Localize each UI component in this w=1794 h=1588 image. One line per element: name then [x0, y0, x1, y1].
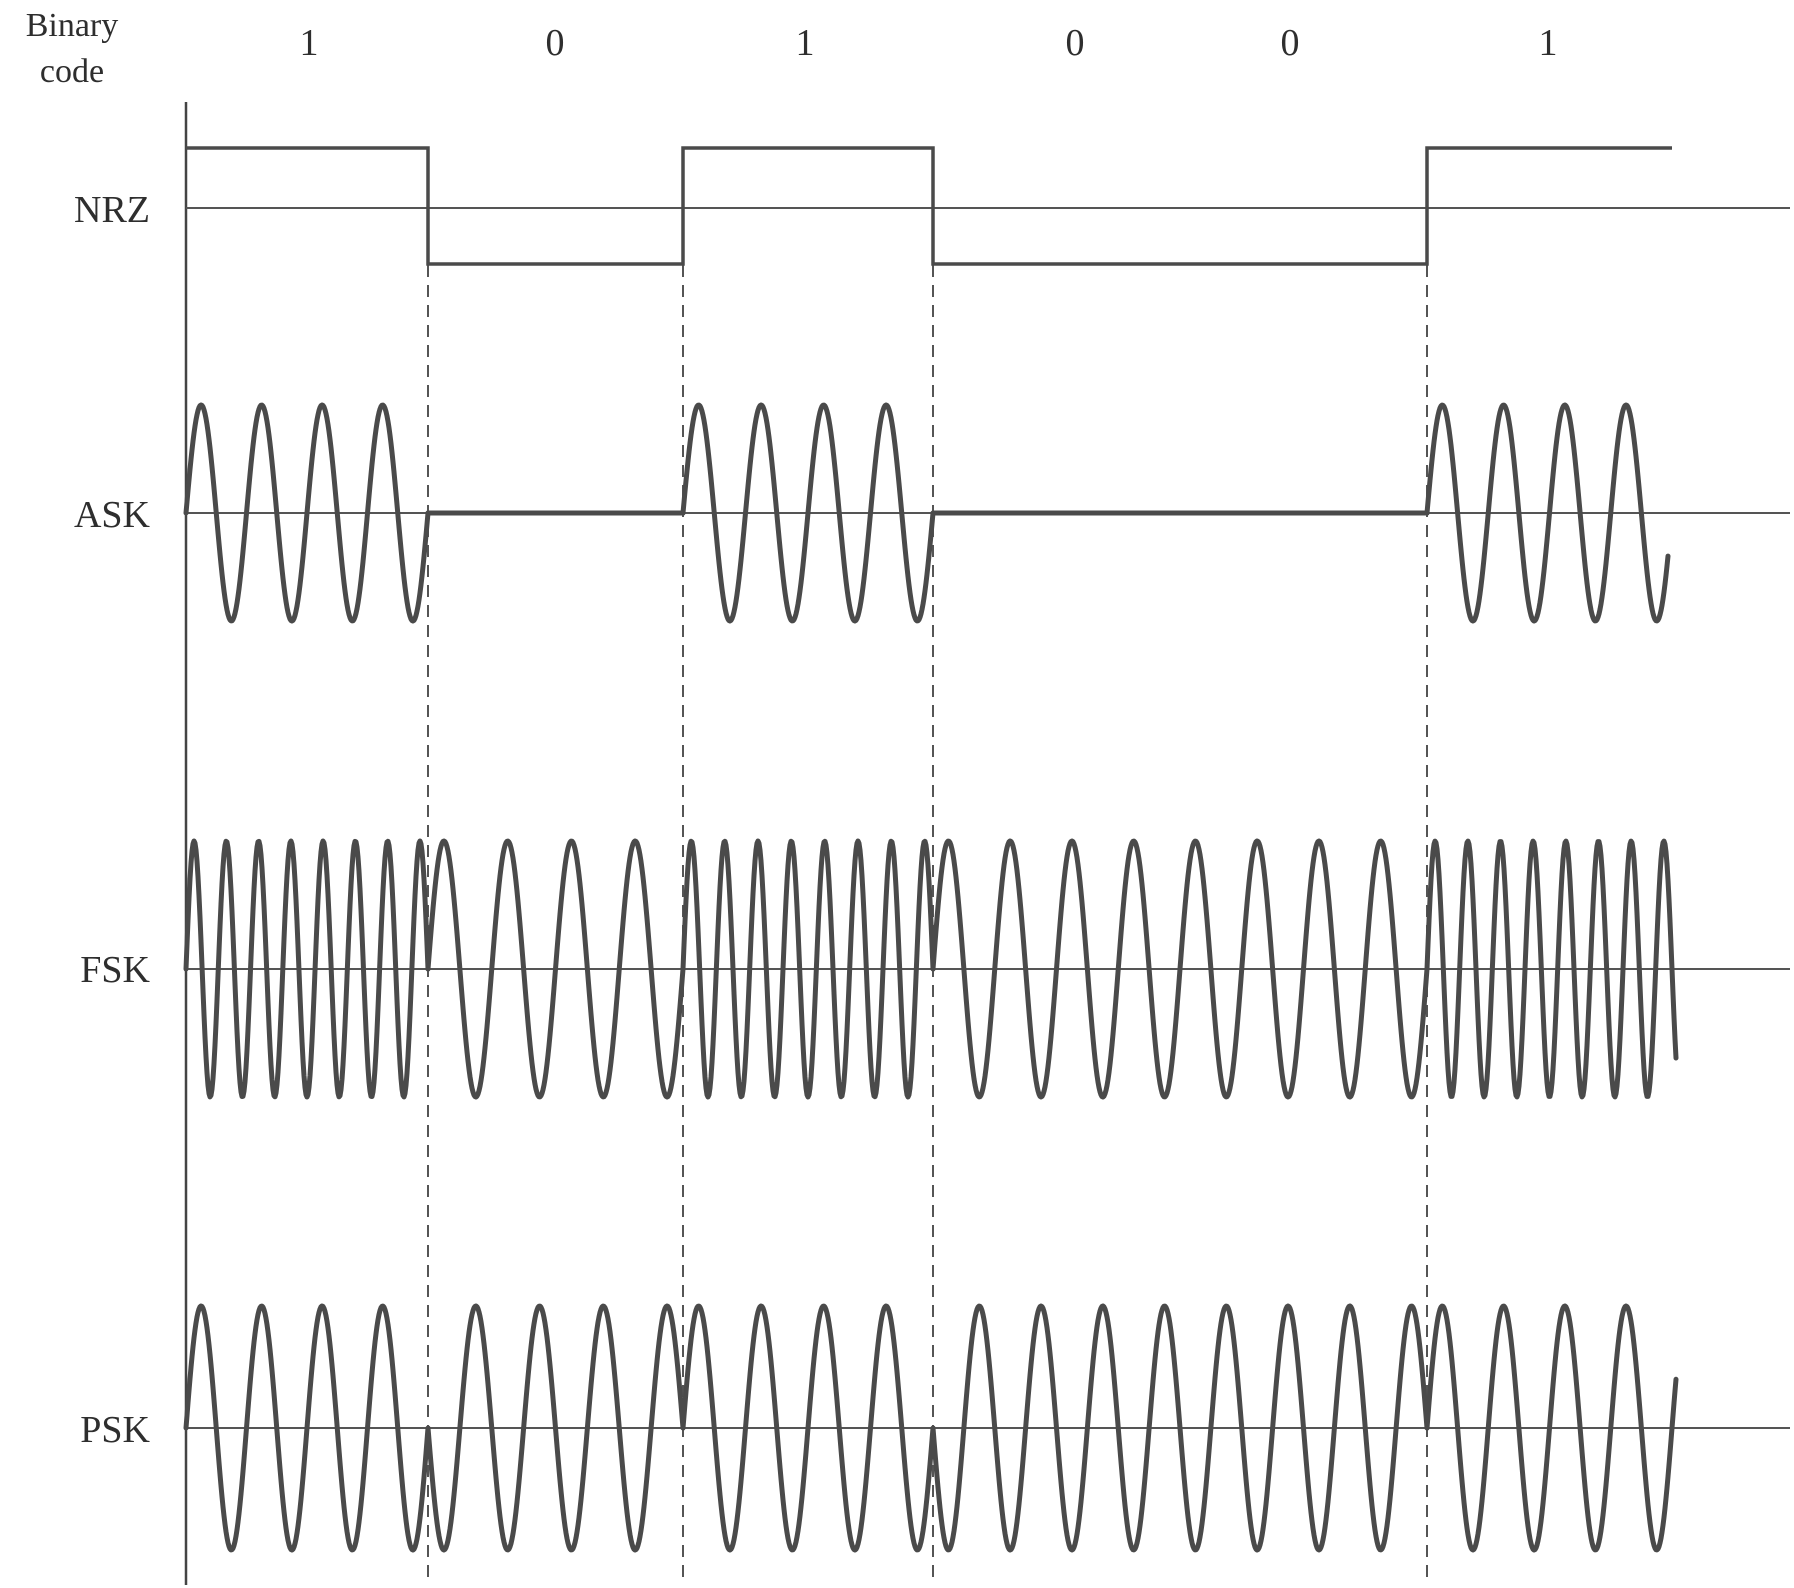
ask-waveform	[183, 402, 1671, 624]
fsk-waveform	[183, 838, 1679, 1100]
bit-label-1: 1	[300, 22, 319, 64]
nrz-label: NRZ	[74, 189, 150, 231]
binary-code-label-line1: Binary	[26, 7, 119, 44]
psk-label: PSK	[80, 1409, 150, 1451]
ask-label: ASK	[74, 494, 151, 536]
bit-label-4: 0	[1066, 22, 1085, 64]
binary-code-label-line2: code	[40, 53, 104, 90]
nrz-waveform	[186, 146, 1672, 266]
bit-label-2: 0	[546, 22, 565, 64]
bit-label-5: 0	[1281, 22, 1300, 64]
bit-label-3: 1	[796, 22, 815, 64]
bit-label-6: 1	[1539, 22, 1558, 64]
psk-waveform	[183, 1303, 1679, 1553]
fsk-label: FSK	[80, 949, 150, 991]
